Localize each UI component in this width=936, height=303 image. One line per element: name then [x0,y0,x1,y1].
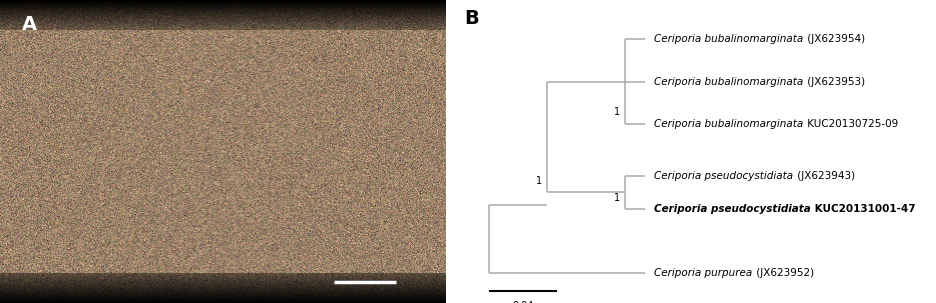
Text: (JX623954): (JX623954) [803,34,864,45]
Text: Ceriporia bubalinomarginata: Ceriporia bubalinomarginata [653,119,803,129]
Text: Ceriporia purpurea: Ceriporia purpurea [653,268,752,278]
Text: Ceriporia bubalinomarginata: Ceriporia bubalinomarginata [653,34,803,45]
Text: (JX623953): (JX623953) [803,77,864,87]
Text: 1: 1 [613,193,620,203]
Text: 1: 1 [613,107,620,117]
Text: (JX623952): (JX623952) [752,268,812,278]
Text: KUC20131001-47: KUC20131001-47 [811,204,914,214]
Text: Ceriporia pseudocystidiata: Ceriporia pseudocystidiata [653,204,811,214]
Text: KUC20130725-09: KUC20130725-09 [803,119,897,129]
Text: 0.04: 0.04 [512,301,533,303]
Text: (JX623943): (JX623943) [793,171,854,181]
Text: A: A [22,15,37,34]
Text: Ceriporia bubalinomarginata: Ceriporia bubalinomarginata [653,77,803,87]
Text: B: B [464,9,478,28]
Text: Ceriporia pseudocystidiata: Ceriporia pseudocystidiata [653,171,793,181]
Text: 1: 1 [535,176,542,186]
